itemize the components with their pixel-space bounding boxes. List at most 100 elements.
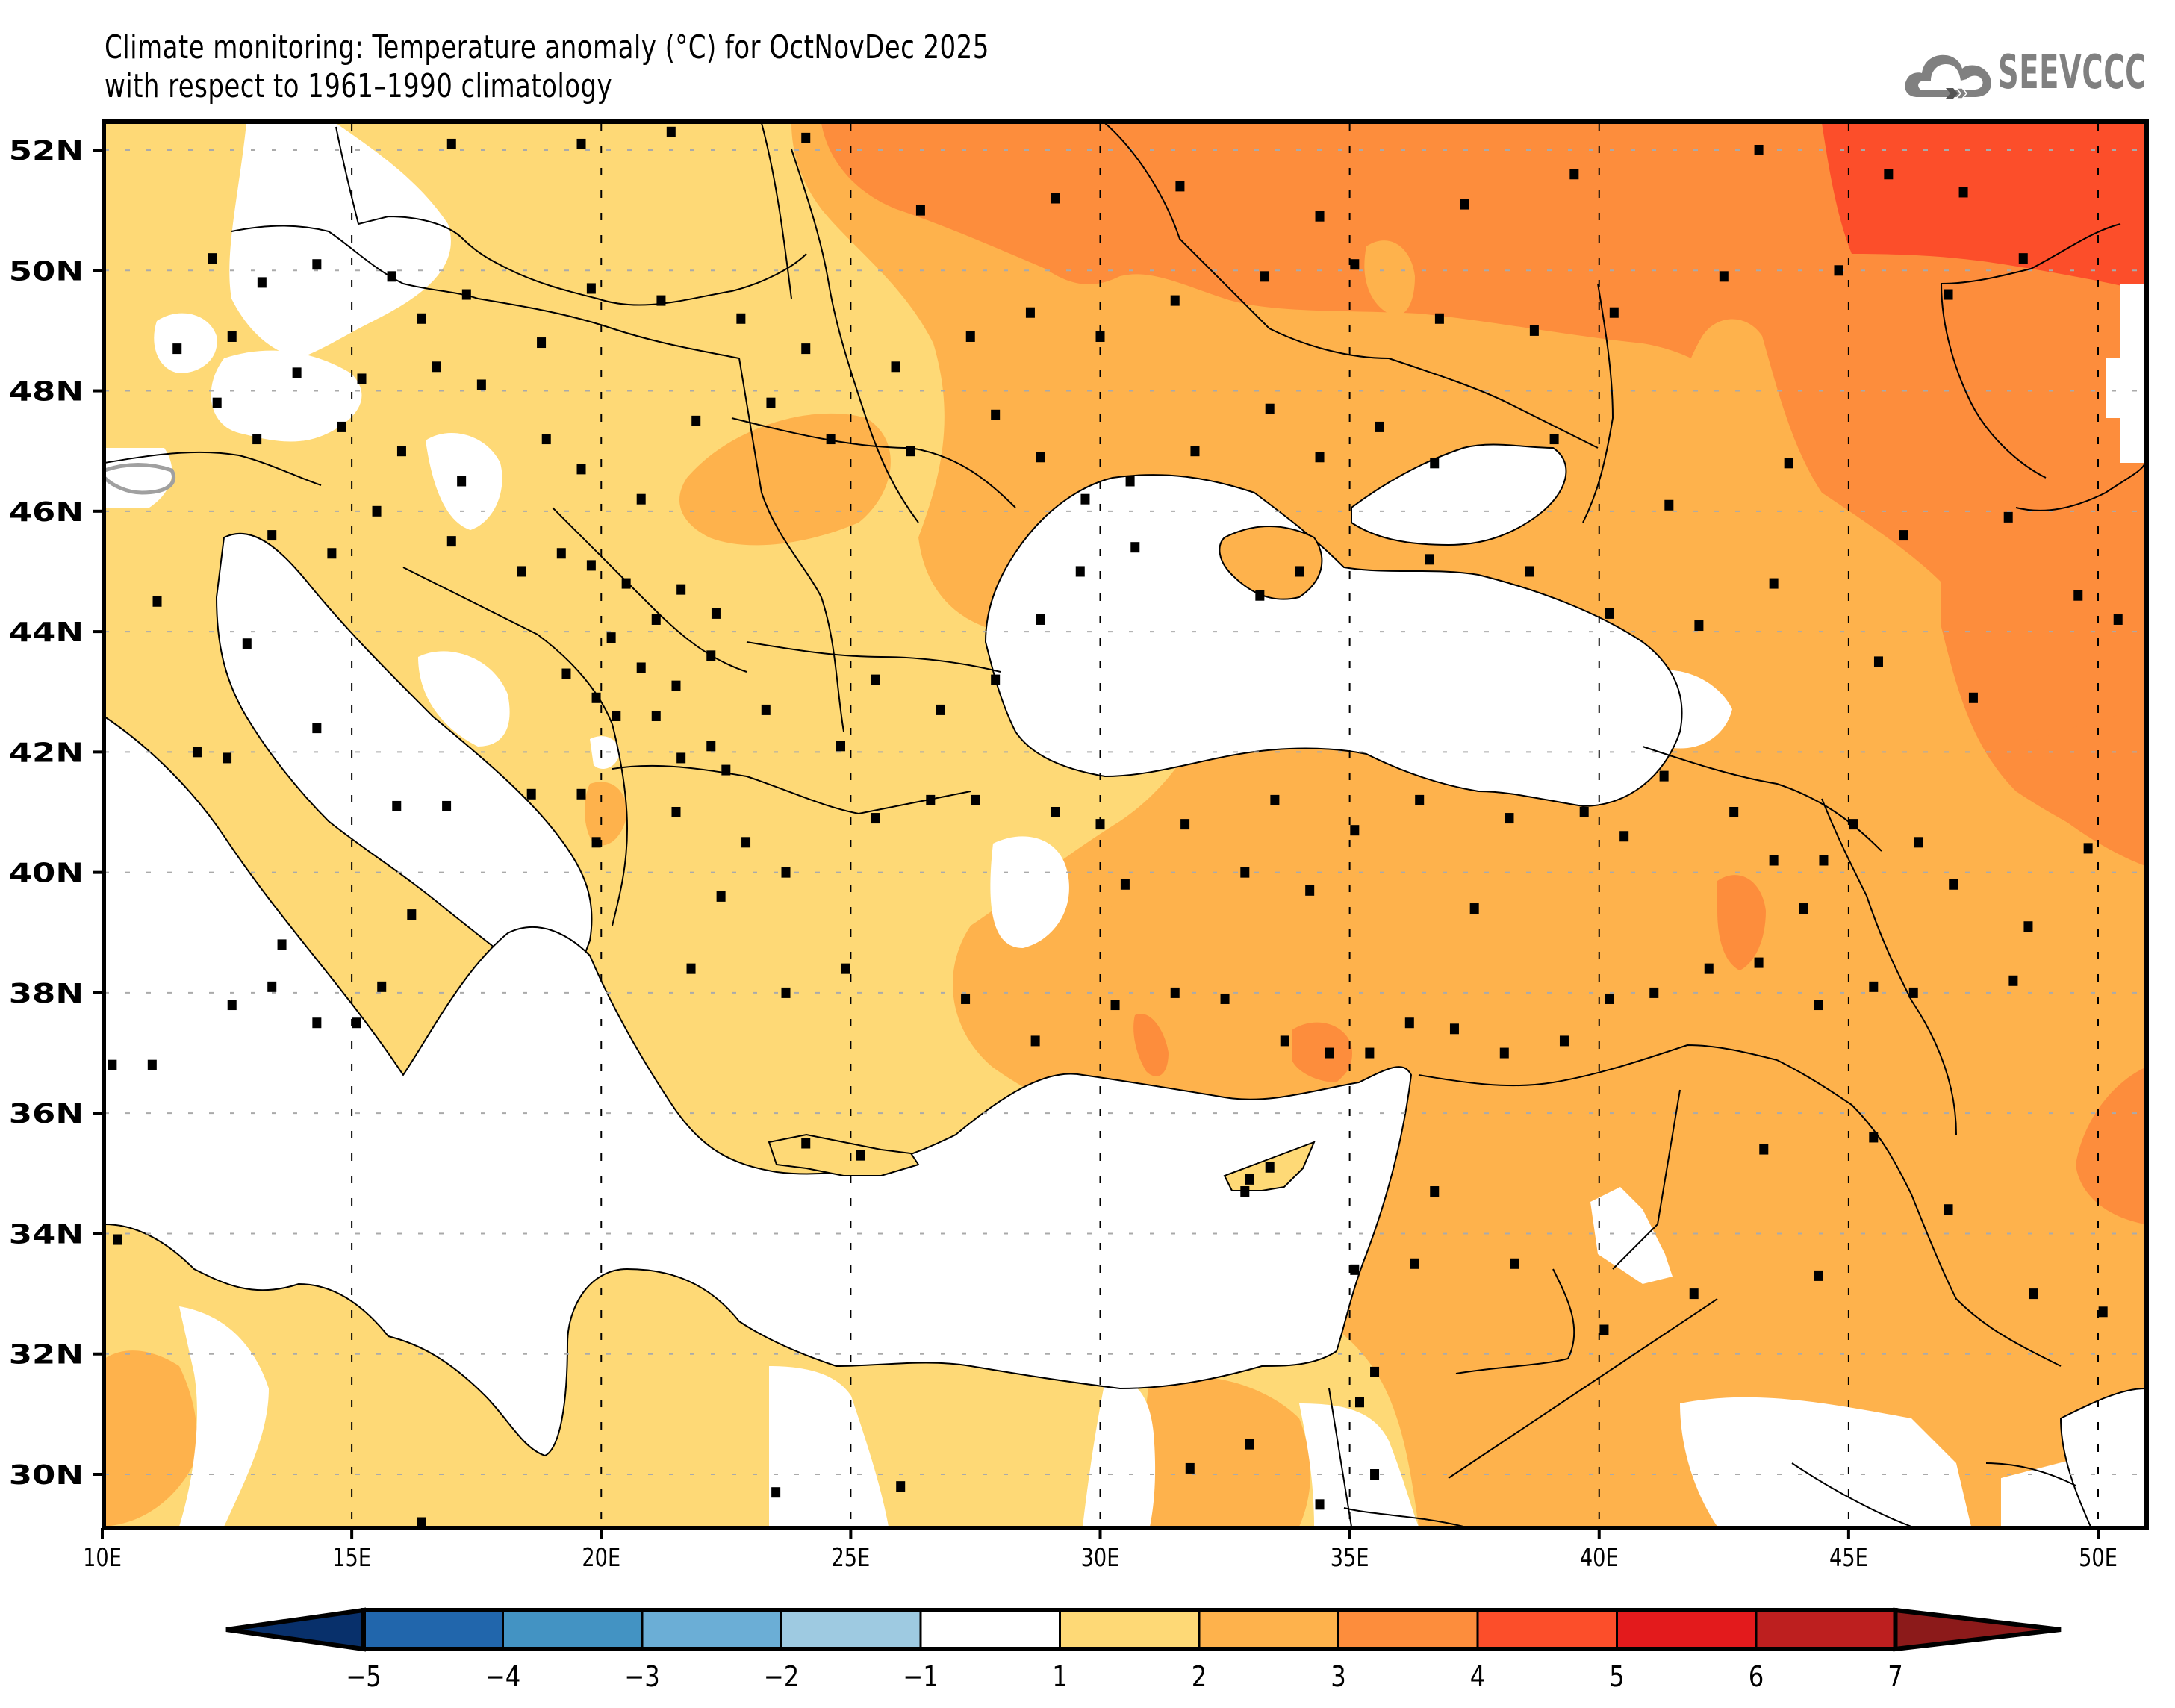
station-marker (387, 271, 396, 282)
region-white-kazakh (2106, 284, 2145, 463)
station-marker (671, 680, 681, 691)
station-marker (327, 548, 337, 559)
region-white-marmara (990, 836, 1069, 948)
region-white-iraq-south (1680, 1397, 1971, 1527)
region-3-4-south-turkey-2 (1292, 1022, 1352, 1082)
station-marker (1370, 1366, 1380, 1377)
station-marker (227, 331, 237, 342)
station-marker (526, 788, 536, 800)
station-marker (801, 132, 811, 143)
sea-of-azov (1351, 443, 1567, 546)
colorbar-segment (1616, 1609, 1758, 1651)
station-marker (826, 434, 836, 445)
region-2-3-libya (105, 1350, 197, 1527)
station-marker (1814, 1270, 1823, 1281)
colorbar-label: 3 (1331, 1661, 1346, 1694)
station-marker (991, 674, 1001, 685)
station-marker (1295, 566, 1304, 577)
plot-area (105, 123, 2145, 1527)
region-white-czechia (229, 123, 451, 358)
station-marker (113, 1234, 122, 1245)
station-marker (1036, 452, 1045, 463)
station-marker (736, 313, 746, 324)
border-line (1985, 1462, 2076, 1486)
colorbar-label: 5 (1609, 1661, 1625, 1694)
border-line (1582, 283, 1614, 523)
station-marker (257, 277, 267, 288)
station-marker (417, 1517, 426, 1527)
station-marker (1659, 770, 1669, 782)
station-marker (801, 1138, 811, 1149)
station-marker (1036, 614, 1045, 625)
border-line (1941, 283, 2047, 479)
station-marker (1649, 987, 1659, 998)
region-2-3-albania (585, 782, 627, 846)
region-4-5-russia (1822, 123, 2145, 291)
colorbar-segment (1059, 1609, 1201, 1651)
station-marker (223, 752, 232, 764)
lon-tick-label: 25E (831, 1543, 870, 1573)
station-marker (1265, 1162, 1275, 1173)
region-2-3-egypt (1144, 1376, 1310, 1527)
border-line (731, 417, 1016, 508)
station-marker (1619, 831, 1629, 842)
station-marker (1719, 271, 1729, 282)
station-marker (1869, 981, 1879, 992)
station-marker (337, 421, 346, 432)
region-white-austria (211, 350, 362, 442)
station-marker (1365, 1047, 1375, 1059)
station-marker (1350, 1264, 1360, 1275)
lon-tick-label: 30E (1081, 1543, 1120, 1573)
station-marker (1354, 1397, 1364, 1408)
station-marker (771, 1487, 781, 1498)
border-line (1269, 328, 1599, 449)
border-line (1448, 1298, 1718, 1479)
station-marker (1908, 987, 1918, 998)
station-marker (676, 584, 686, 595)
region-white-syria-desert (1590, 1187, 1673, 1284)
region-white-bosnia (418, 651, 510, 747)
station-marker (1549, 434, 1559, 445)
colorbar-label: −5 (346, 1661, 382, 1694)
station-marker (1170, 987, 1180, 998)
station-marker (1240, 867, 1250, 878)
station-marker (352, 1017, 361, 1029)
station-marker (1410, 1258, 1419, 1269)
station-marker (537, 337, 547, 349)
border-line (1941, 223, 2121, 284)
station-marker (2098, 1306, 2108, 1318)
country-borders (105, 123, 2145, 1527)
station-marker (1350, 825, 1360, 836)
station-marker (691, 415, 701, 426)
station-marker (1130, 542, 1140, 553)
station-marker (432, 361, 441, 373)
station-marker (716, 891, 726, 902)
station-marker (591, 837, 601, 848)
station-marker (1434, 313, 1444, 324)
station-marker (971, 794, 980, 805)
station-marker (761, 704, 771, 715)
near-zero-regions (105, 123, 2145, 1527)
lon-tick-label: 10E (83, 1543, 122, 1573)
station-marker (1704, 963, 1714, 974)
station-marker (1051, 807, 1060, 817)
lat-tick-label: 36N (9, 1098, 84, 1129)
station-marker (891, 361, 900, 373)
station-markers (108, 126, 2123, 1527)
border-line (1455, 1268, 1575, 1374)
station-marker (1460, 199, 1469, 210)
station-marker (1814, 1000, 1823, 1011)
station-marker (915, 205, 925, 216)
station-marker (277, 939, 287, 950)
station-marker (841, 963, 850, 974)
station-marker (1754, 957, 1764, 968)
colorbar-border (361, 1608, 1898, 1651)
station-marker (1759, 1144, 1769, 1155)
cloud-arrow-icon (1905, 54, 1991, 99)
station-marker (965, 331, 975, 342)
station-marker (1469, 903, 1479, 914)
lon-tick-label: 40E (1580, 1543, 1619, 1573)
station-marker (2023, 921, 2033, 932)
station-marker (1260, 271, 1270, 282)
